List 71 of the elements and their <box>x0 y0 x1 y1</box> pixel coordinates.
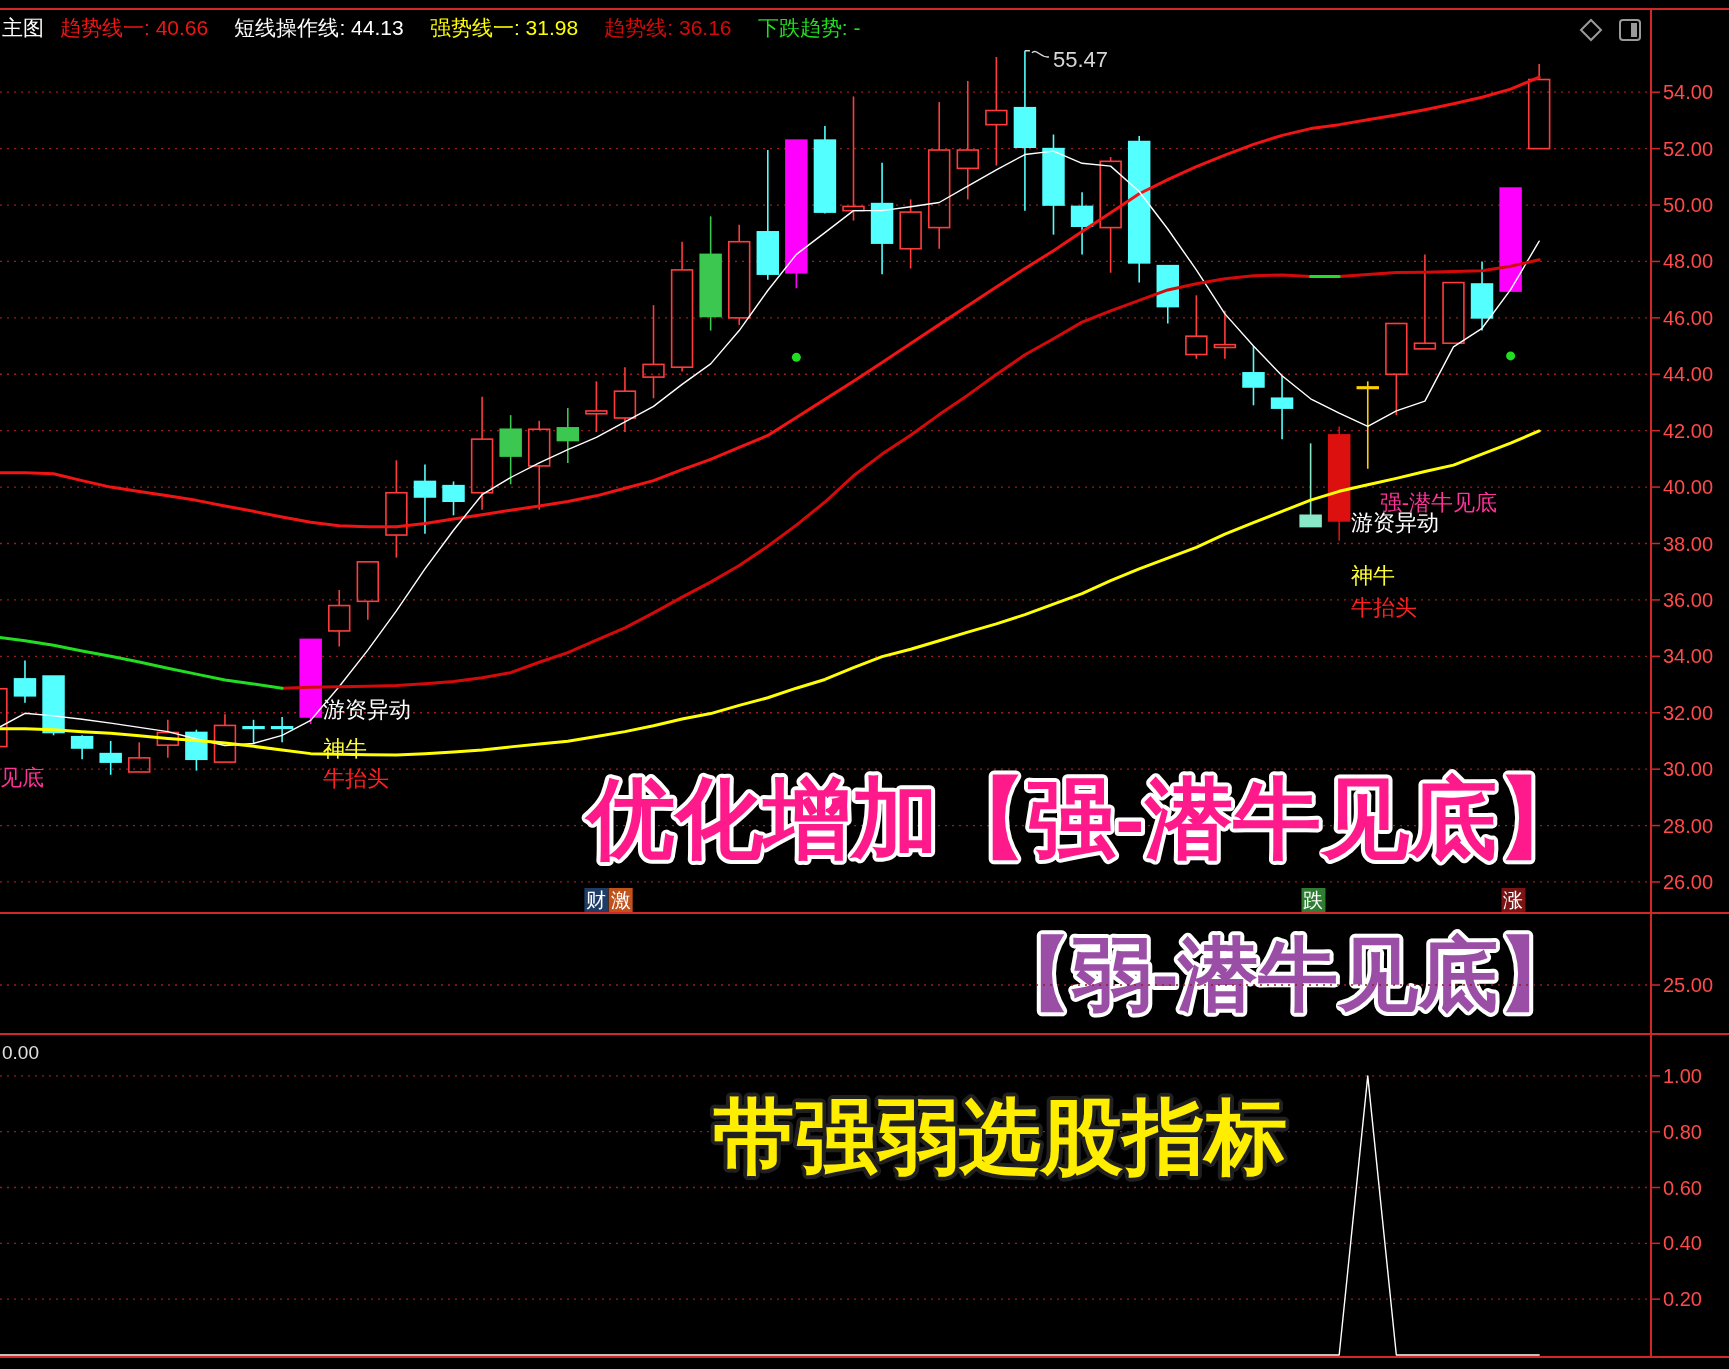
line-series <box>280 258 1541 690</box>
y-tick-label: 28.00 <box>1663 814 1714 837</box>
candlestick <box>1385 322 1408 416</box>
text: 短线操作线: 44.13 <box>234 15 404 39</box>
candlestick <box>99 740 122 776</box>
y-tick-label: 52.00 <box>1663 137 1714 160</box>
y-tick-label: 46.00 <box>1663 306 1714 329</box>
candlestick <box>1442 281 1465 345</box>
y-tick-label: 34.00 <box>1663 645 1714 668</box>
y-tick-label: 0.80 <box>1663 1120 1702 1143</box>
y-tick-label: 54.00 <box>1663 81 1714 104</box>
candlestick <box>156 718 180 759</box>
y-tick-label: 36.00 <box>1663 588 1714 611</box>
y-tick-label: 0.60 <box>1663 1176 1702 1199</box>
text: 趋势线: 36.16 <box>604 15 732 39</box>
candlestick <box>1270 374 1294 440</box>
y-tick-label: 50.00 <box>1663 194 1714 217</box>
candlestick <box>356 561 380 621</box>
candlestick <box>556 407 580 464</box>
annotation: 神牛 <box>1351 562 1396 588</box>
candlestick <box>1413 253 1437 350</box>
candlestick <box>642 304 665 400</box>
candlestick <box>242 718 265 745</box>
annotation: 55.47 <box>1052 46 1108 72</box>
candlestick <box>613 366 637 433</box>
candlestick <box>1070 191 1094 256</box>
y-tick-label: 48.00 <box>1663 250 1714 273</box>
y-tick-label: 0.20 <box>1663 1288 1702 1311</box>
candlestick <box>927 101 951 250</box>
annotation: 牛抬头 <box>322 765 389 791</box>
candlestick <box>956 80 980 201</box>
annotation: 0.00 <box>2 1041 39 1063</box>
text: 25.00 <box>1663 974 1714 996</box>
candlestick <box>270 716 294 744</box>
y-tick-label: 1.00 <box>1663 1064 1702 1087</box>
candlestick <box>727 223 751 326</box>
annotation: 优化增加【强-潜牛见底】 <box>584 768 1585 868</box>
annotation: 牛抬头 <box>1351 594 1418 620</box>
text: 强势线一: 31.98 <box>429 15 579 39</box>
y-tick-label: 44.00 <box>1663 363 1714 386</box>
annotation: 游资异动 <box>322 696 411 722</box>
annotation: 带强弱选股指标 <box>713 1090 1287 1182</box>
y-tick-label: 42.00 <box>1663 419 1714 442</box>
candlestick <box>985 56 1008 167</box>
candlestick <box>213 713 237 763</box>
y-tick-label: 26.00 <box>1663 870 1714 893</box>
candlestick <box>1242 345 1265 407</box>
text: 下跌趋势: - <box>757 15 861 39</box>
text: 【弱-潜牛见底】 <box>991 929 1579 1019</box>
candlestick <box>385 459 408 559</box>
y-tick-label: 32.00 <box>1663 701 1714 724</box>
candlestick <box>1299 442 1322 528</box>
y-tick-label: 30.00 <box>1663 758 1714 781</box>
y-tick-label: 0.40 <box>1663 1232 1702 1255</box>
candlestick <box>585 380 608 433</box>
candlestick <box>528 420 551 511</box>
candlestick <box>442 480 465 517</box>
candlestick <box>470 396 494 511</box>
annotation: 见底 <box>0 764 44 790</box>
candlestick <box>1213 310 1237 360</box>
candlestick <box>128 741 151 773</box>
candlestick <box>13 659 37 704</box>
candlestick <box>1527 63 1551 150</box>
candlestick <box>1356 380 1379 470</box>
candlestick <box>70 734 94 761</box>
candlestick <box>328 589 351 648</box>
chart-title: 主图 <box>2 15 44 39</box>
candlestick <box>413 463 437 535</box>
text: 趋势线一: 40.66 <box>60 15 209 39</box>
y-tick-label: 40.00 <box>1663 476 1714 499</box>
y-tick-label: 38.00 <box>1663 532 1714 555</box>
